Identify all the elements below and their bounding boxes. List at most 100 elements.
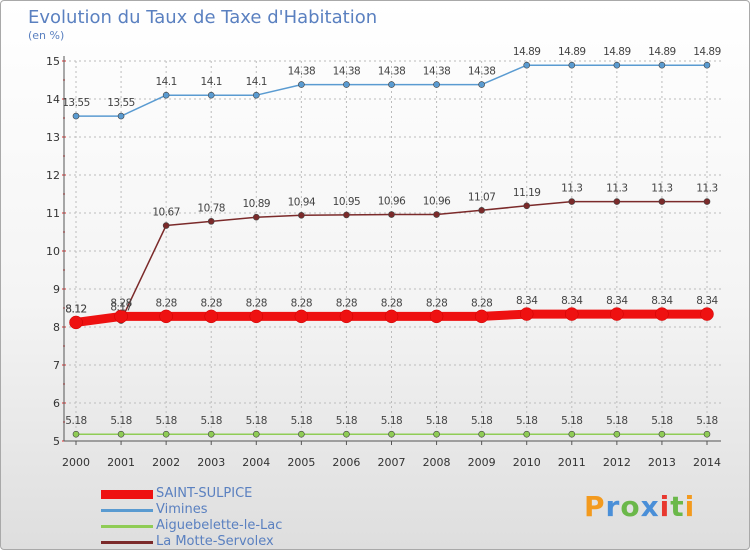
data-point bbox=[478, 430, 485, 438]
data-label: 5.18 bbox=[426, 415, 447, 427]
y-tick-label: 7 bbox=[53, 359, 60, 372]
data-label: 10.94 bbox=[288, 196, 316, 208]
legend-label: SAINT-SULPICE bbox=[156, 486, 253, 501]
data-label: 5.18 bbox=[336, 415, 357, 427]
data-point bbox=[162, 91, 170, 99]
data-label: 11.3 bbox=[606, 183, 627, 195]
x-tick-label: 2012 bbox=[603, 456, 631, 469]
data-label: 14.38 bbox=[378, 66, 406, 78]
legend-swatch bbox=[101, 509, 153, 512]
data-label: 5.18 bbox=[246, 415, 267, 427]
data-label: 5.18 bbox=[696, 415, 717, 427]
data-label: 8.28 bbox=[201, 297, 222, 309]
x-tick-label: 2002 bbox=[152, 456, 180, 469]
data-label: 8.28 bbox=[381, 297, 402, 309]
data-label: 10.96 bbox=[378, 196, 406, 208]
data-point bbox=[204, 309, 218, 324]
y-tick-label: 12 bbox=[46, 169, 60, 182]
data-label: 10.78 bbox=[197, 202, 225, 214]
data-point bbox=[388, 81, 395, 88]
data-label: 14.38 bbox=[468, 66, 496, 78]
data-label: 8.34 bbox=[606, 295, 628, 307]
x-tick-label: 2010 bbox=[513, 456, 541, 469]
data-label: 5.18 bbox=[65, 415, 86, 427]
proxiti-logo: Proxiti bbox=[584, 490, 696, 523]
data-label: 13.55 bbox=[107, 97, 135, 109]
data-label: 14.38 bbox=[423, 66, 451, 78]
data-label: 8.28 bbox=[246, 297, 267, 309]
data-label: 8.34 bbox=[516, 295, 538, 307]
data-label: 11.3 bbox=[696, 183, 717, 195]
legend-swatch bbox=[101, 490, 153, 499]
data-label: 14.1 bbox=[155, 76, 176, 88]
data-point bbox=[343, 430, 350, 438]
x-tick-label: 2003 bbox=[197, 456, 225, 469]
data-label: 5.18 bbox=[155, 415, 176, 427]
data-point bbox=[433, 211, 440, 218]
data-point bbox=[658, 198, 666, 205]
x-tick-label: 2007 bbox=[378, 456, 406, 469]
data-label: 8.28 bbox=[336, 297, 357, 309]
data-point bbox=[159, 309, 173, 324]
data-label: 14.38 bbox=[333, 66, 361, 78]
data-point bbox=[72, 112, 80, 120]
data-label: 5.18 bbox=[561, 415, 582, 427]
data-label: 14.89 bbox=[603, 46, 631, 58]
data-label: 11.19 bbox=[513, 187, 541, 199]
data-point bbox=[613, 61, 621, 69]
data-point bbox=[252, 213, 260, 221]
data-point bbox=[523, 61, 531, 69]
data-point bbox=[162, 430, 170, 438]
legend-swatch bbox=[101, 525, 153, 528]
x-tick-label: 2008 bbox=[423, 456, 451, 469]
x-tick-label: 2004 bbox=[242, 456, 270, 469]
data-point bbox=[478, 207, 485, 214]
data-point bbox=[655, 307, 669, 321]
data-point bbox=[298, 430, 305, 438]
data-label: 8.28 bbox=[110, 297, 131, 309]
data-point bbox=[298, 81, 305, 88]
data-point bbox=[478, 81, 485, 88]
data-point bbox=[474, 309, 489, 324]
data-label: 8.12 bbox=[65, 303, 86, 315]
data-label: 10.89 bbox=[243, 198, 271, 210]
data-point bbox=[294, 309, 309, 324]
data-point bbox=[610, 307, 624, 321]
data-point bbox=[252, 91, 260, 99]
legend-label: Aiguebelette-le-Lac bbox=[156, 518, 283, 533]
data-point bbox=[568, 61, 576, 69]
data-label: 5.18 bbox=[516, 415, 537, 427]
data-label: 14.1 bbox=[201, 76, 222, 88]
data-label: 11.07 bbox=[468, 191, 496, 203]
data-point bbox=[117, 112, 125, 120]
data-point bbox=[700, 307, 714, 321]
data-point bbox=[72, 430, 80, 438]
y-tick-label: 6 bbox=[53, 397, 60, 410]
x-tick-label: 2009 bbox=[468, 456, 496, 469]
data-label: 5.18 bbox=[291, 415, 312, 427]
data-point bbox=[207, 430, 215, 438]
data-point bbox=[703, 198, 711, 205]
data-label: 10.96 bbox=[423, 196, 451, 208]
data-point bbox=[388, 211, 395, 218]
data-point bbox=[343, 211, 350, 219]
y-tick-label: 8 bbox=[53, 321, 60, 334]
data-point bbox=[658, 61, 666, 69]
data-point bbox=[388, 430, 395, 438]
data-point bbox=[519, 307, 534, 321]
chart-title: Evolution du Taux de Taxe d'Habitation bbox=[28, 7, 378, 28]
data-point bbox=[117, 430, 125, 438]
data-point bbox=[69, 315, 83, 330]
data-label: 8.28 bbox=[155, 297, 176, 309]
data-label: 8.34 bbox=[696, 295, 718, 307]
data-label: 14.38 bbox=[288, 66, 316, 78]
x-tick-label: 2013 bbox=[648, 456, 676, 469]
data-point bbox=[568, 198, 576, 205]
x-tick-label: 2001 bbox=[107, 456, 135, 469]
data-point bbox=[703, 61, 711, 69]
data-label: 14.89 bbox=[648, 46, 676, 58]
y-tick-label: 11 bbox=[46, 207, 60, 220]
data-point bbox=[658, 430, 666, 438]
